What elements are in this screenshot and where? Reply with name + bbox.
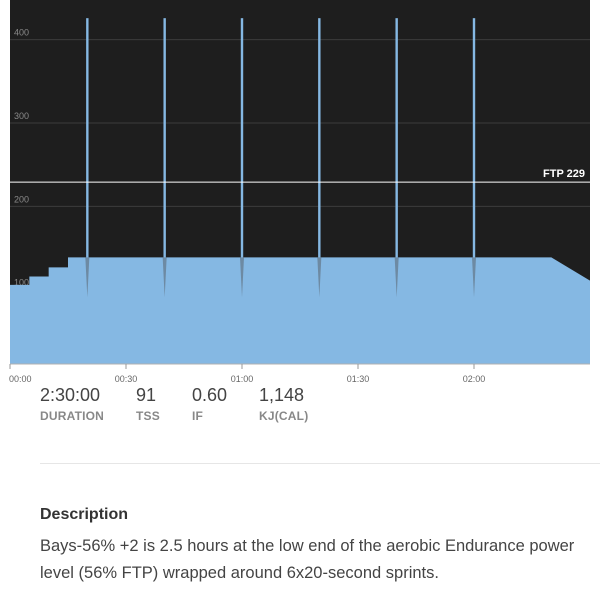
- x-tick-label: 02:00: [463, 374, 486, 384]
- x-tick-label: 00:00: [9, 374, 32, 384]
- ftp-label: FTP 229: [543, 168, 585, 180]
- stat-duration-value: 2:30:00: [40, 385, 101, 405]
- sprint-notch: [85, 257, 90, 298]
- sprint-spike: [318, 18, 321, 260]
- stat-kj: 1,148 KJ(CAL): [259, 384, 308, 423]
- sprint-notch: [317, 257, 322, 298]
- sprint-notch: [472, 257, 476, 298]
- sprint-notch: [394, 257, 399, 298]
- section-divider: [40, 463, 600, 464]
- power-chart: 100 200 300 400 FTP 229 00:00 00:30 01:00 01:3…: [9, 0, 590, 384]
- sprint-spike: [472, 18, 476, 260]
- description-text: Bays-56% +2 is 2.5 hours at the low end …: [40, 537, 575, 582]
- stat-duration: 2:30:00 DURATION: [40, 384, 104, 423]
- x-tick-label: 01:30: [347, 374, 370, 384]
- y-tick-label: 100: [14, 278, 29, 288]
- stat-duration-label: DURATION: [40, 409, 105, 423]
- sprint-spikes: [85, 18, 476, 298]
- x-tick-label: 00:30: [115, 374, 138, 384]
- y-tick-label: 400: [14, 28, 29, 38]
- y-axis-labels: 100 200 300 400: [14, 28, 29, 288]
- stat-tss: 91 TSS: [136, 384, 160, 423]
- sprint-spike: [240, 18, 244, 260]
- power-area: [10, 257, 590, 364]
- description-heading: Description: [40, 506, 129, 523]
- stat-kj-label: KJ(CAL): [259, 409, 309, 423]
- stat-if-label: IF: [192, 409, 204, 423]
- x-tick-label: 01:00: [231, 374, 254, 384]
- sprint-notch: [162, 257, 167, 298]
- sprint-notch: [240, 257, 244, 298]
- sprint-spike: [86, 18, 89, 260]
- sprint-spike: [163, 18, 166, 260]
- stat-kj-value: 1,148: [259, 385, 305, 405]
- x-axis: 00:00 00:30 01:00 01:30 02:00: [9, 363, 590, 384]
- stat-if: 0.60 IF: [192, 384, 227, 423]
- sprint-spike: [395, 18, 398, 260]
- y-tick-label: 300: [14, 111, 29, 121]
- stat-tss-value: 91: [136, 385, 157, 405]
- stat-if-value: 0.60: [192, 385, 228, 405]
- stat-tss-label: TSS: [136, 409, 160, 423]
- y-tick-label: 200: [14, 194, 29, 204]
